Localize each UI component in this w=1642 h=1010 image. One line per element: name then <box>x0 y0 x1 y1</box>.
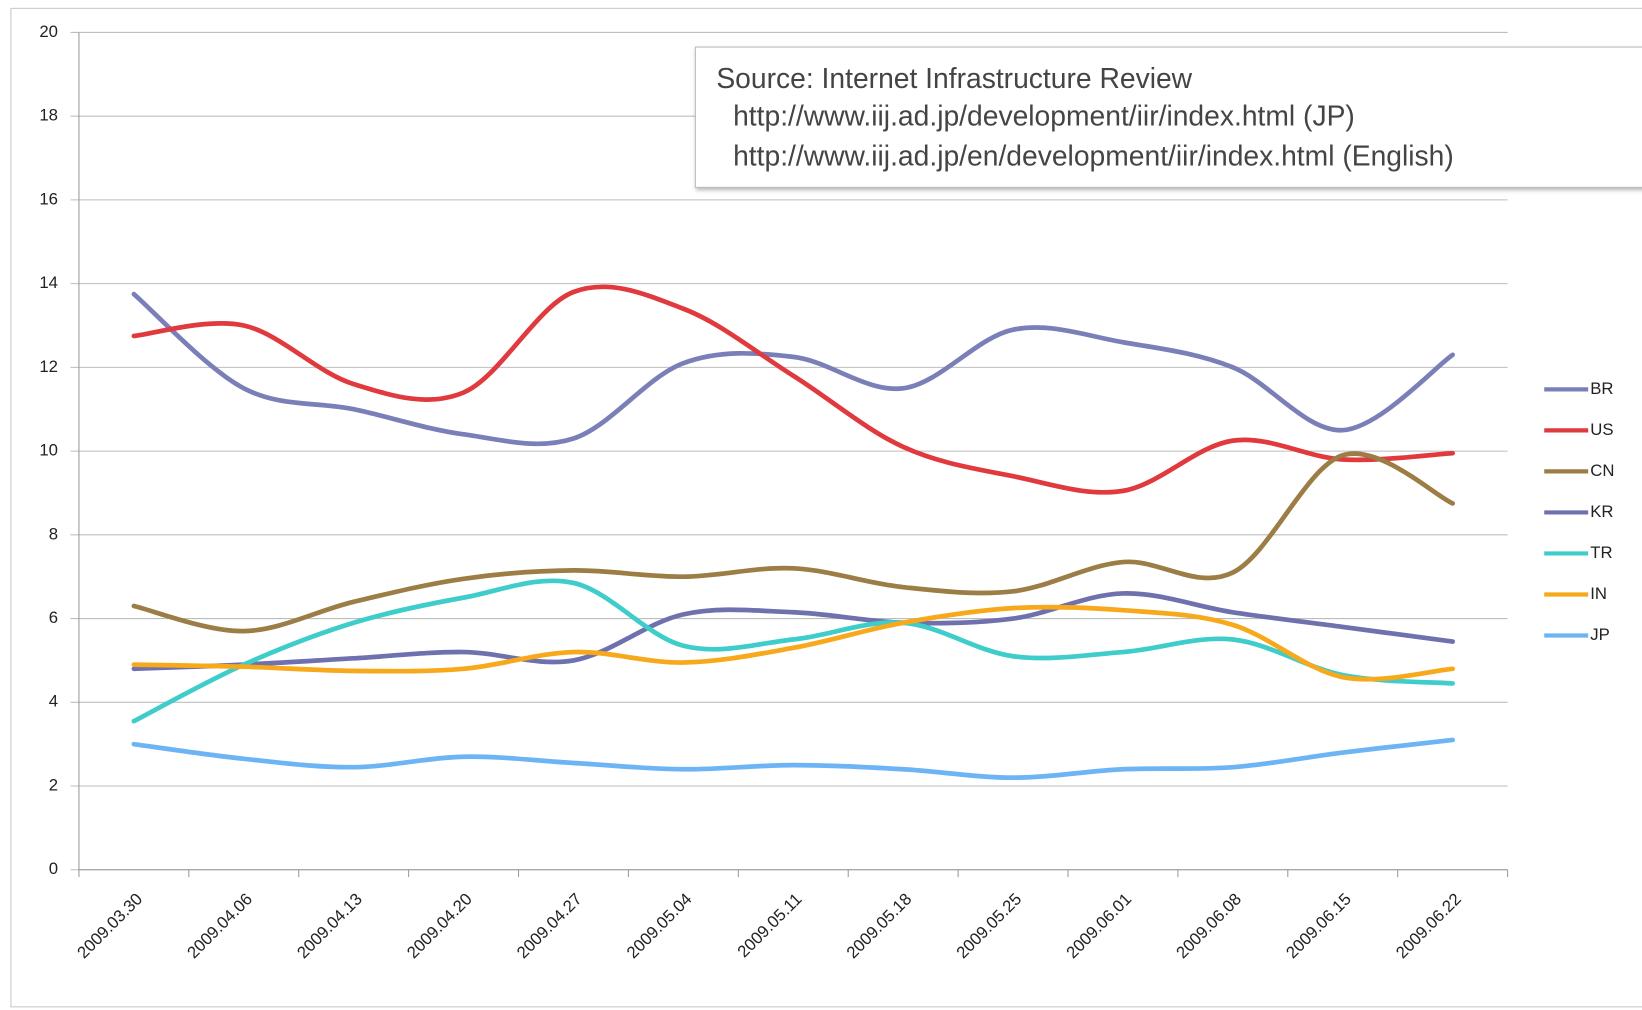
y-tick-label: 12 <box>39 357 58 376</box>
x-tick-label: 2009.06.22 <box>1392 889 1465 962</box>
x-tick-label: 2009.06.08 <box>1172 889 1245 962</box>
note-line: http://www.iij.ad.jp/en/development/iir/… <box>733 139 1454 171</box>
y-tick-label: 8 <box>49 524 58 543</box>
legend: BR US CN KR TR IN JP <box>1544 379 1614 644</box>
series-line <box>131 291 1455 447</box>
x-tick-label: 2009.04.13 <box>293 889 366 962</box>
y-tick-label: 6 <box>49 608 58 627</box>
series-line <box>131 604 1455 682</box>
y-tick-label: 2 <box>49 775 58 794</box>
x-tick-label: 2009.06.15 <box>1282 889 1355 962</box>
note-line: http://www.iij.ad.jp/development/iir/ind… <box>733 100 1355 132</box>
series-line <box>131 737 1455 781</box>
x-tick-label: 2009.04.27 <box>513 889 586 962</box>
y-tick-label: 18 <box>39 106 58 125</box>
y-tick-label: 14 <box>39 273 58 292</box>
legend-label: US <box>1590 420 1613 439</box>
lines <box>131 284 1455 781</box>
legend-label: IN <box>1590 584 1607 603</box>
x-tick-label: 2009.03.30 <box>73 889 146 962</box>
series-line <box>131 578 1455 724</box>
source-note: Source: Internet Infrastructure Review h… <box>694 46 1642 188</box>
note-box <box>694 46 1642 188</box>
legend-label: KR <box>1590 502 1613 521</box>
y-tick-label: 4 <box>49 692 58 711</box>
x-tick-label: 2009.05.18 <box>843 889 916 962</box>
series-line <box>131 591 1455 672</box>
frame <box>10 7 1642 1008</box>
x-tick-label: 2009.04.20 <box>403 889 476 962</box>
y-tick-label: 20 <box>39 22 58 41</box>
series-line <box>131 451 1455 634</box>
x-tick-label: 2009.04.06 <box>183 889 256 962</box>
x-tick-label: 2009.05.04 <box>623 889 696 962</box>
note-line: Source: Internet Infrastructure Review <box>716 62 1192 94</box>
legend-label: TR <box>1590 543 1612 562</box>
legend-label: BR <box>1590 379 1613 398</box>
series-line <box>131 284 1455 495</box>
x-tick-label: 2009.05.25 <box>953 889 1026 962</box>
y-tick-label: 10 <box>39 441 58 460</box>
y-tick-label: 16 <box>39 189 58 208</box>
legend-label: JP <box>1590 625 1610 644</box>
x-tick-label: 2009.06.01 <box>1063 889 1136 962</box>
y-tick-label: 0 <box>49 859 58 878</box>
x-tick-label: 2009.05.11 <box>734 889 806 961</box>
legend-label: CN <box>1590 461 1614 480</box>
